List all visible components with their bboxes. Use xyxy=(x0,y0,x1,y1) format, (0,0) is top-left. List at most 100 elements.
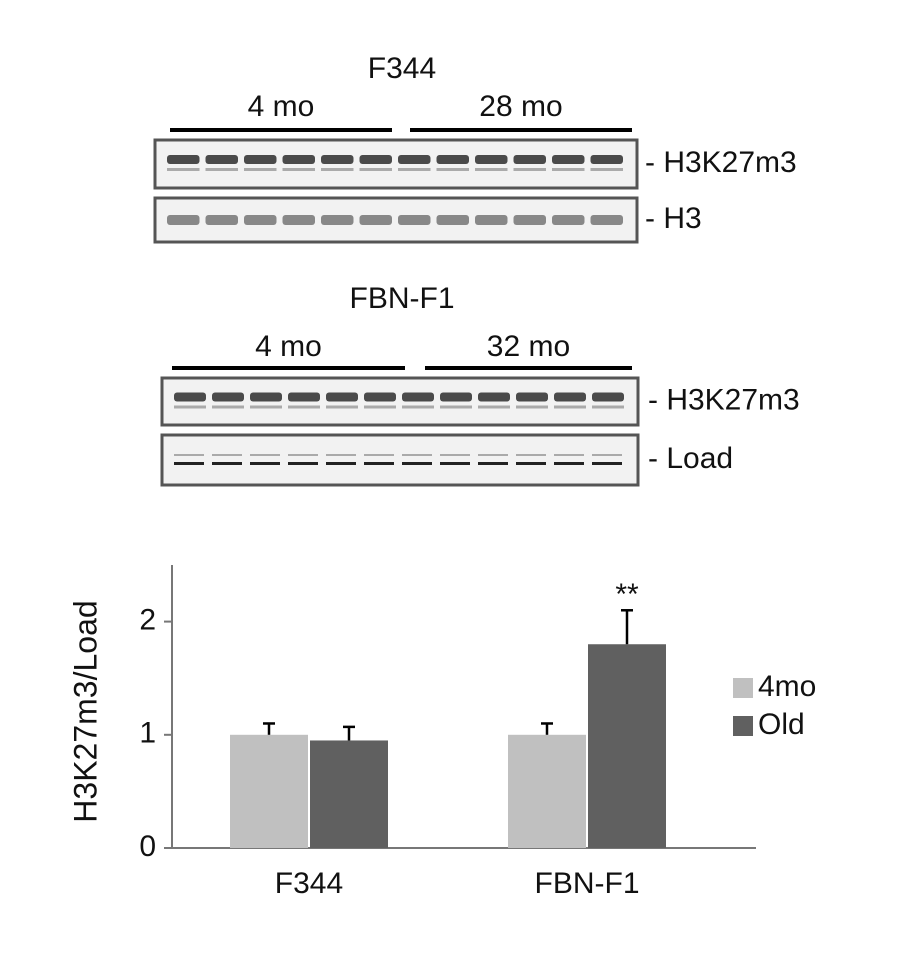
y-axis-label: H3K27m3/Load xyxy=(67,600,103,822)
band xyxy=(359,215,392,225)
band xyxy=(244,168,277,171)
band xyxy=(364,454,394,456)
band xyxy=(364,405,396,409)
band xyxy=(282,155,315,164)
band xyxy=(554,454,584,456)
band xyxy=(436,168,469,171)
band xyxy=(516,405,548,409)
band xyxy=(402,392,434,402)
band xyxy=(326,454,356,456)
legend-label: Old xyxy=(758,708,805,741)
band xyxy=(516,462,546,465)
blot-strain: F344 xyxy=(368,52,436,85)
error-bar xyxy=(541,722,553,735)
band xyxy=(398,215,431,225)
band xyxy=(440,462,470,465)
band xyxy=(475,215,508,225)
band xyxy=(592,462,622,465)
bar xyxy=(310,740,388,848)
band xyxy=(282,215,315,225)
band xyxy=(590,168,623,171)
band xyxy=(359,155,392,164)
band xyxy=(592,405,624,409)
bar xyxy=(230,734,308,848)
band xyxy=(174,454,204,456)
band xyxy=(244,155,277,164)
band xyxy=(174,405,206,409)
band xyxy=(282,168,315,171)
band xyxy=(212,405,244,409)
band xyxy=(205,168,238,171)
band xyxy=(516,454,546,456)
band xyxy=(592,392,624,402)
band xyxy=(288,405,320,409)
band xyxy=(205,215,238,225)
significance: ** xyxy=(615,578,639,611)
blot-group: 4 mo xyxy=(255,330,322,363)
band xyxy=(478,454,508,456)
band xyxy=(554,405,586,409)
band xyxy=(436,215,469,225)
band xyxy=(554,392,586,402)
blot-row-label: - H3K27m3 xyxy=(645,146,797,179)
band xyxy=(174,392,206,402)
band xyxy=(513,155,546,164)
band xyxy=(436,155,469,164)
band xyxy=(516,392,548,402)
blot-strain: FBN-F1 xyxy=(350,282,455,315)
legend-label: 4mo xyxy=(758,670,816,703)
band xyxy=(402,405,434,409)
band xyxy=(364,392,396,402)
band xyxy=(552,155,585,164)
legend-swatch xyxy=(733,678,753,698)
bar xyxy=(588,644,666,848)
band xyxy=(250,462,280,465)
band xyxy=(513,215,546,225)
blot-row-label: - H3K27m3 xyxy=(648,383,800,416)
band xyxy=(321,155,354,164)
error-bar xyxy=(343,725,355,741)
band xyxy=(288,462,318,465)
band xyxy=(590,215,623,225)
band xyxy=(475,155,508,164)
error-bar xyxy=(621,609,633,645)
band xyxy=(478,462,508,465)
band xyxy=(288,392,320,402)
error-bar xyxy=(263,722,275,735)
band xyxy=(478,405,510,409)
band xyxy=(402,462,432,465)
band xyxy=(364,462,394,465)
band xyxy=(205,155,238,164)
band xyxy=(552,215,585,225)
band xyxy=(212,454,242,456)
band xyxy=(440,454,470,456)
y-tick-label: 1 xyxy=(139,717,156,750)
band xyxy=(440,392,472,402)
blot-group: 28 mo xyxy=(479,90,562,123)
band xyxy=(590,155,623,164)
y-tick-label: 2 xyxy=(139,604,156,637)
band xyxy=(250,405,282,409)
blot-group: 4 mo xyxy=(248,90,315,123)
band xyxy=(167,155,200,164)
x-tick-label: F344 xyxy=(275,867,343,900)
band xyxy=(174,462,204,465)
band xyxy=(398,155,431,164)
band xyxy=(513,168,546,171)
band xyxy=(212,462,242,465)
band xyxy=(321,168,354,171)
band xyxy=(212,392,244,402)
blot-panel xyxy=(160,433,640,487)
band xyxy=(167,168,200,171)
band xyxy=(288,454,318,456)
blot-row-label: - H3 xyxy=(645,202,702,235)
x-tick-label: FBN-F1 xyxy=(535,867,640,900)
band xyxy=(326,405,358,409)
band xyxy=(167,215,200,225)
band xyxy=(250,392,282,402)
band xyxy=(326,462,356,465)
band xyxy=(402,454,432,456)
band xyxy=(592,454,622,456)
band xyxy=(478,392,510,402)
